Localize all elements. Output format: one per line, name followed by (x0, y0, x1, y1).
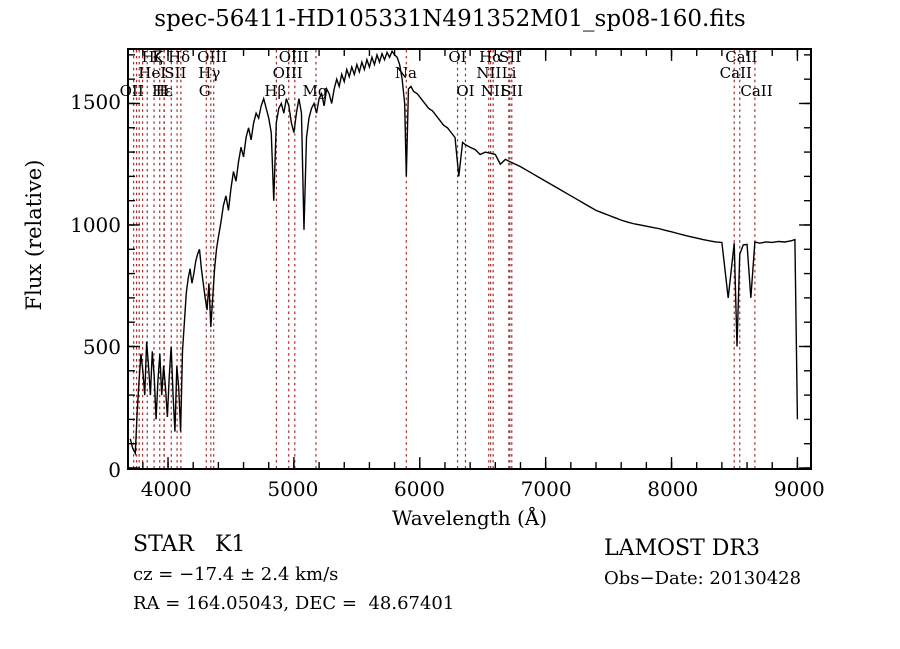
y-tick-label-1500: 1500 (70, 89, 121, 114)
coordinates-label: RA = 164.05043, DEC = 48.67401 (133, 593, 455, 614)
y-tick-label-500: 500 (82, 335, 121, 360)
object-info-block: STAR K1 cz = −17.4 ± 2.4 km/s RA = 164.0… (133, 530, 454, 618)
x-tick-label-8000: 8000 (647, 477, 699, 501)
y-axis-tick-labels: 0 500 1000 1500 (47, 48, 121, 480)
line-marker-group (133, 50, 756, 468)
redshift-velocity-label: cz = −17.4 ± 2.4 km/s (133, 564, 339, 585)
x-tick-label-5000: 5000 (267, 477, 319, 501)
plot-area (127, 48, 812, 470)
spectrum-trace (129, 50, 799, 457)
x-tick-label-6000: 6000 (394, 477, 445, 501)
x-tick-label-4000: 4000 (140, 477, 192, 501)
axis-ticks-group (129, 50, 810, 468)
object-type-label: STAR K1 (133, 532, 246, 557)
x-tick-label-9000: 9000 (773, 477, 825, 501)
y-axis-title: Flux (relative) (22, 159, 46, 311)
y-tick-label-1000: 1000 (70, 212, 121, 237)
y-tick-label-0: 0 (108, 458, 121, 482)
page-title: spec-56411-HD105331N491352M01_sp08-160.f… (154, 6, 746, 32)
x-tick-label-7000: 7000 (520, 477, 572, 501)
spectrum-canvas (129, 50, 810, 468)
survey-info-block: LAMOST DR3 Obs−Date: 20130428 (604, 534, 801, 593)
obs-date-label: Obs−Date: 20130428 (604, 568, 802, 589)
x-axis-tick-labels: 4000 5000 6000 7000 8000 9000 (127, 477, 825, 503)
survey-label: LAMOST DR3 (604, 536, 760, 561)
spectrum-trace-group (129, 50, 799, 457)
x-axis-title: Wavelength (Å) (391, 506, 548, 530)
